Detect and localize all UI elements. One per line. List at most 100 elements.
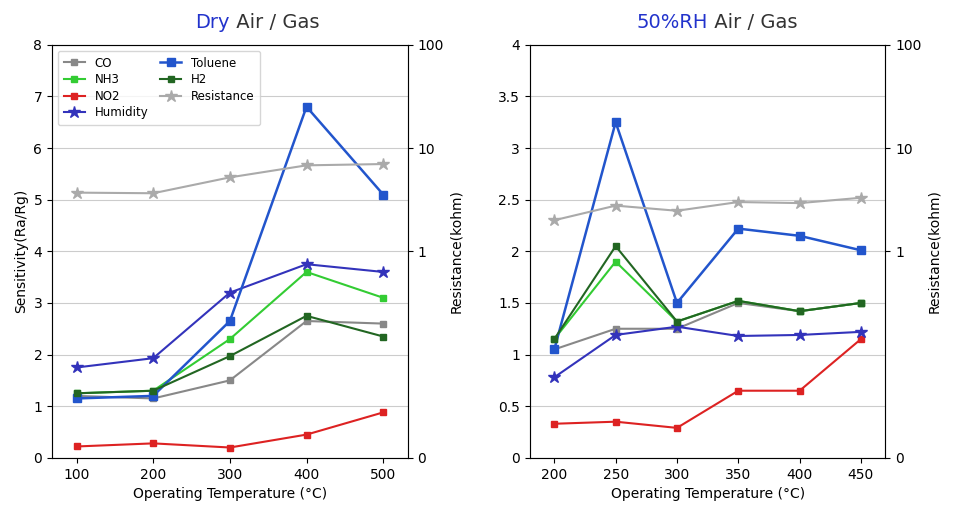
Resistance	[548, 217, 560, 224]
NO2	[224, 444, 236, 451]
Humidity	[548, 374, 560, 381]
Toluene	[301, 104, 312, 110]
Toluene	[610, 119, 622, 125]
NH3	[794, 308, 805, 314]
CO	[147, 396, 159, 402]
Resistance	[377, 161, 389, 167]
NO2	[671, 425, 683, 431]
H2	[548, 336, 560, 342]
NH3	[855, 300, 866, 306]
Toluene	[224, 318, 236, 324]
Line: NO2: NO2	[74, 409, 387, 451]
Humidity	[794, 332, 805, 338]
NH3	[147, 388, 159, 394]
CO	[671, 325, 683, 332]
CO	[732, 300, 744, 306]
Resistance	[671, 208, 683, 214]
NO2	[71, 443, 82, 450]
CO	[610, 325, 622, 332]
Humidity	[301, 261, 312, 267]
Toluene	[855, 247, 866, 253]
Resistance	[794, 200, 805, 206]
Resistance	[301, 162, 312, 168]
H2	[147, 388, 159, 394]
NO2	[301, 432, 312, 438]
NO2	[610, 419, 622, 425]
Line: CO: CO	[74, 318, 387, 402]
Toluene	[377, 192, 389, 198]
Humidity	[377, 269, 389, 275]
Line: NH3: NH3	[74, 269, 387, 397]
X-axis label: Operating Temperature (°C): Operating Temperature (°C)	[610, 487, 805, 501]
CO	[548, 346, 560, 352]
X-axis label: Operating Temperature (°C): Operating Temperature (°C)	[133, 487, 327, 501]
Line: NO2: NO2	[551, 336, 864, 431]
Text: 50%RH: 50%RH	[636, 13, 708, 32]
Humidity	[732, 333, 744, 339]
Resistance	[855, 195, 866, 201]
NH3	[301, 269, 312, 275]
Line: CO: CO	[551, 300, 864, 353]
H2	[301, 313, 312, 319]
Line: Humidity: Humidity	[548, 320, 867, 384]
CO	[377, 320, 389, 327]
NH3	[732, 298, 744, 304]
Line: Toluene: Toluene	[550, 118, 864, 353]
NH3	[377, 295, 389, 301]
Humidity	[224, 289, 236, 296]
Line: Toluene: Toluene	[73, 103, 387, 402]
Line: Resistance: Resistance	[548, 192, 867, 227]
Resistance	[610, 202, 622, 209]
NO2	[548, 421, 560, 427]
Humidity	[147, 355, 159, 362]
NH3	[224, 336, 236, 342]
Toluene	[548, 346, 560, 352]
H2	[794, 308, 805, 314]
Resistance	[224, 174, 236, 180]
Toluene	[147, 393, 159, 399]
Toluene	[794, 233, 805, 239]
NO2	[147, 440, 159, 447]
H2	[671, 318, 683, 324]
Text: Air / Gas: Air / Gas	[230, 13, 319, 32]
NH3	[71, 390, 82, 397]
NO2	[377, 409, 389, 416]
Legend: CO, NH3, NO2, Humidity, Toluene, H2, Resistance: CO, NH3, NO2, Humidity, Toluene, H2, Res…	[58, 50, 261, 125]
Humidity	[610, 332, 622, 338]
NH3	[610, 259, 622, 265]
Y-axis label: Resistance(kohm): Resistance(kohm)	[927, 190, 941, 313]
CO	[301, 318, 312, 324]
CO	[794, 308, 805, 314]
H2	[224, 353, 236, 359]
Resistance	[71, 190, 82, 196]
Text: Dry: Dry	[196, 13, 230, 32]
Resistance	[732, 199, 744, 205]
H2	[71, 390, 82, 397]
Line: Humidity: Humidity	[71, 258, 390, 374]
NO2	[732, 388, 744, 394]
Line: H2: H2	[551, 243, 864, 342]
Line: H2: H2	[74, 313, 387, 397]
Line: NH3: NH3	[551, 259, 864, 342]
CO	[224, 377, 236, 384]
Toluene	[671, 300, 683, 306]
NO2	[794, 388, 805, 394]
H2	[377, 333, 389, 339]
NH3	[671, 318, 683, 324]
CO	[855, 300, 866, 306]
Text: Air / Gas: Air / Gas	[708, 13, 797, 32]
Toluene	[71, 396, 82, 402]
Y-axis label: Resistance(kohm): Resistance(kohm)	[450, 190, 463, 313]
H2	[610, 243, 622, 249]
H2	[732, 298, 744, 304]
CO	[71, 393, 82, 399]
Resistance	[147, 190, 159, 196]
Line: Resistance: Resistance	[71, 158, 390, 199]
NO2	[855, 336, 866, 342]
Humidity	[855, 329, 866, 335]
Y-axis label: Sensitivity(Ra/Rg): Sensitivity(Ra/Rg)	[14, 189, 28, 314]
Toluene	[732, 226, 744, 232]
Humidity	[671, 323, 683, 330]
H2	[855, 300, 866, 306]
NH3	[548, 336, 560, 342]
